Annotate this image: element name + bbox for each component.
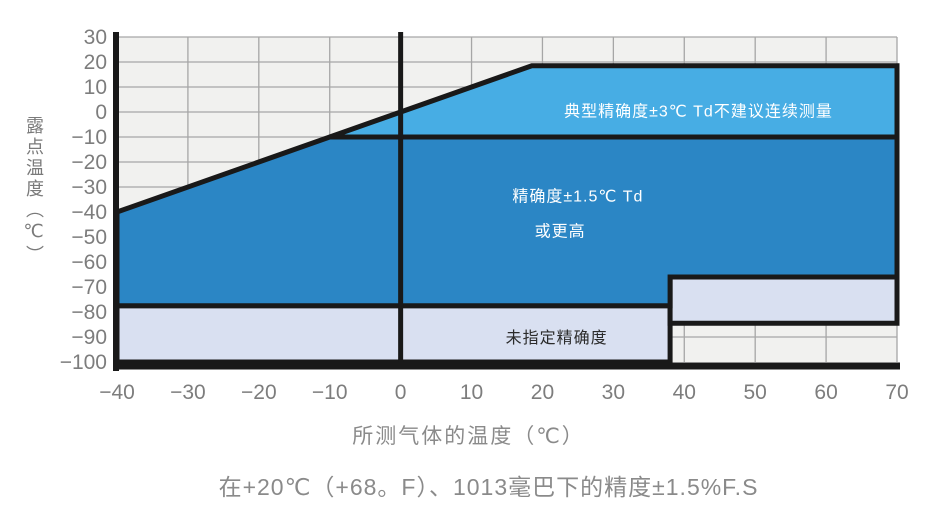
y-tick-label: −70 <box>71 276 107 299</box>
x-tick-label: 30 <box>602 381 625 404</box>
x-tick-label: −40 <box>99 381 135 404</box>
region-label: 典型精确度±3℃ Td不建议连续测量 <box>564 103 833 121</box>
y-tick-label: −20 <box>71 151 107 174</box>
x-tick-label: 20 <box>531 381 554 404</box>
x-tick-label: 70 <box>885 381 908 404</box>
y-tick-label: −100 <box>60 351 107 374</box>
y-tick-label: −80 <box>71 301 107 324</box>
y-tick-label: 10 <box>84 76 107 99</box>
region-unspecified-accuracy-right <box>667 274 900 326</box>
y-tick-label: 0 <box>95 101 107 124</box>
region-high-accuracy <box>114 134 900 309</box>
region-label: 未指定精确度 <box>506 329 608 347</box>
y-axis-title: 露点温度（℃） <box>24 116 44 266</box>
x-tick-label: 40 <box>673 381 696 404</box>
x-tick-label: 50 <box>744 381 767 404</box>
x-tick-label: 60 <box>814 381 837 404</box>
y-tick-label: −10 <box>71 126 107 149</box>
chart-caption: 在+20℃（+68。F）、1013毫巴下的精度±1.5%F.S <box>218 474 759 500</box>
x-tick-label: −10 <box>312 381 348 404</box>
region-label: 精确度±1.5℃ Td <box>512 188 643 206</box>
y-tick-label: −40 <box>71 201 107 224</box>
x-axis-title: 所测气体的温度（℃） <box>352 425 585 448</box>
x-tick-label: 10 <box>460 381 483 404</box>
y-tick-label: −60 <box>71 251 107 274</box>
x-tick-label: 0 <box>395 381 407 404</box>
region-label: 或更高 <box>535 223 586 241</box>
y-tick-label: 30 <box>84 26 107 49</box>
y-tick-label: −50 <box>71 226 107 249</box>
x-tick-label: −30 <box>170 381 206 404</box>
x-tick-label: −20 <box>241 381 277 404</box>
y-tick-label: −30 <box>71 176 107 199</box>
y-tick-label: −90 <box>71 326 107 349</box>
y-tick-label: 20 <box>84 51 107 74</box>
